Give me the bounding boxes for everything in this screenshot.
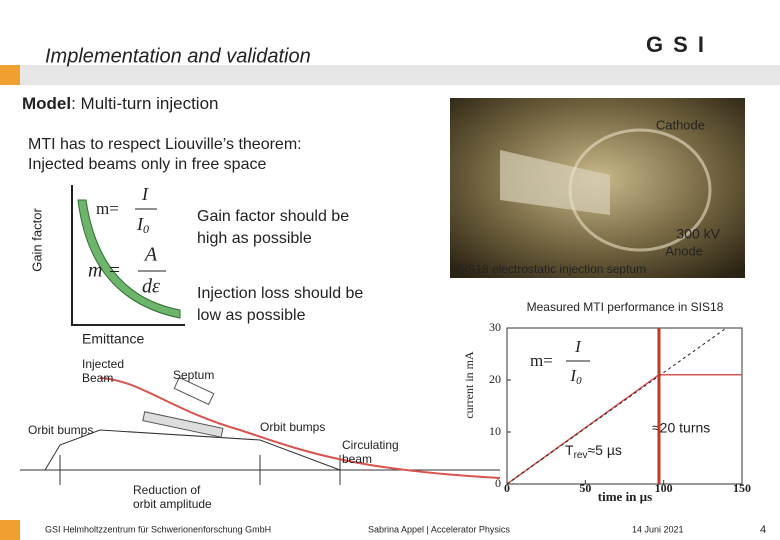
footer-text: GSI Helmholtzzentrum für Schwerionenfors…: [45, 524, 271, 534]
title: Implementation and validation: [45, 45, 311, 67]
model-label: Model: [22, 94, 71, 113]
formula-lhs: m=: [96, 199, 119, 218]
annotation: Trev≈5 µs: [565, 442, 622, 461]
accent: [0, 65, 20, 85]
septum: [142, 411, 224, 438]
formula-den: dε: [142, 276, 160, 298]
diagram-label: Orbit bumps: [260, 420, 325, 434]
photo-detail: [500, 150, 610, 215]
note: low as possible: [197, 307, 306, 324]
note: Injection loss should be: [197, 285, 363, 302]
trev-rest: ≈5 µs: [587, 442, 621, 458]
photo-caption: SIS18 electrostatic injection septum: [456, 262, 646, 276]
note: Gain factor should be: [197, 208, 349, 225]
series-line: [506, 327, 727, 485]
diagram-label: Beam: [82, 371, 113, 385]
diagram-label: Circulating: [342, 438, 399, 452]
den: I: [569, 366, 577, 385]
text-line: Injected beams only in free space: [28, 156, 266, 173]
formula: m= I I0: [530, 337, 590, 387]
model-text: : Multi-turn injection: [71, 94, 218, 113]
trev-sub: rev: [574, 450, 588, 461]
y-tick-label: 20: [489, 372, 501, 386]
septum: [173, 376, 215, 406]
plot-frame: [506, 327, 743, 485]
trev-main: T: [565, 442, 574, 458]
diagram-label: Reduction of: [133, 483, 201, 497]
logo: GSI: [646, 32, 714, 57]
page-number: 4: [760, 524, 766, 536]
axis-label: Emittance: [82, 331, 144, 347]
formula-den: I0: [136, 214, 149, 236]
den-sub: 0: [143, 222, 149, 236]
photo-label: Anode: [665, 243, 703, 258]
model-line: Model: Multi-turn injection: [22, 94, 219, 113]
formula-num: I: [574, 337, 582, 356]
formula-den: I0: [569, 366, 582, 387]
axis-label: Gain factor: [29, 208, 44, 272]
y-tick-label: 0: [495, 476, 501, 490]
y-tick-label: 30: [489, 320, 501, 334]
diagram-label: orbit amplitude: [133, 497, 212, 511]
header-bar: [20, 65, 780, 85]
accent: [0, 520, 20, 540]
axis-label: current in mA: [462, 351, 476, 419]
den-sub: 0: [576, 375, 582, 387]
diagram-label: Injected: [82, 357, 124, 371]
diagram-label: Septum: [173, 368, 214, 382]
diagram-label: beam: [342, 452, 372, 466]
formula-lhs: m=: [530, 351, 553, 370]
annotation: ≈20 turns: [652, 420, 710, 436]
x-tick-label: 100: [655, 481, 673, 495]
y-tick-label: 10: [489, 424, 501, 438]
gain-axes: [71, 185, 185, 326]
text-line: MTI has to respect Liouville’s theorem:: [28, 136, 302, 153]
x-tick-label: 150: [733, 481, 751, 495]
formula-lhs: m =: [88, 260, 121, 282]
formula: m= I I0 m = A dε: [88, 184, 166, 298]
photo-label: 300 kV: [676, 226, 720, 242]
mti-chart: Measured MTI performance in SIS18 curren…: [462, 300, 751, 504]
gain-band: [77, 199, 181, 319]
formula-num: I: [141, 184, 149, 204]
bump-structure: [44, 429, 341, 485]
beam-trajectory: [99, 377, 501, 479]
diagram-label: Orbit bumps: [28, 423, 93, 437]
footer-text: Sabrina Appel | Accelerator Physics: [368, 524, 510, 534]
footer-text: 14 Juni 2021: [632, 524, 684, 534]
photo-detail: [568, 128, 712, 252]
photo-label: Cathode: [656, 117, 705, 132]
x-tick-label: 0: [504, 481, 510, 495]
note: high as possible: [197, 230, 312, 247]
chart-title: Measured MTI performance in SIS18: [527, 300, 724, 314]
x-tick-label: 50: [579, 481, 591, 495]
formula-num: A: [143, 244, 158, 266]
den: I: [136, 214, 144, 234]
axis-label: time in µs: [598, 489, 652, 504]
